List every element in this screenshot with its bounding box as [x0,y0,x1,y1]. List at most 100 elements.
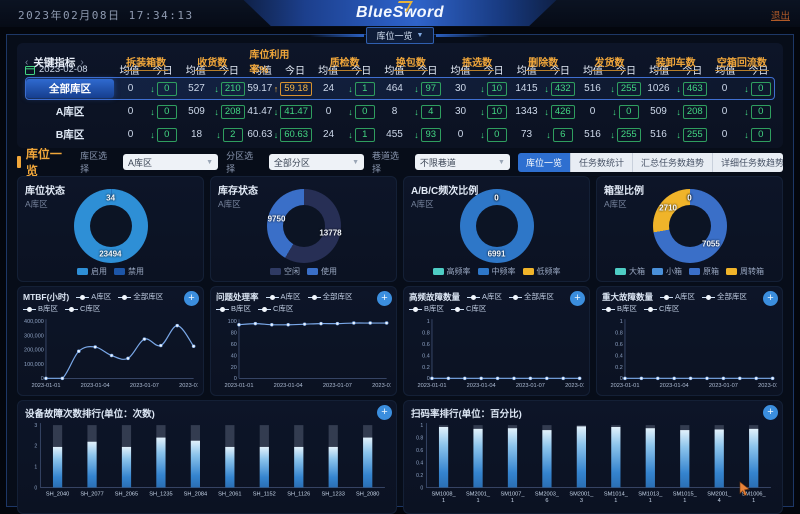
view-button-3[interactable]: 详细任务数趋势 [713,152,783,172]
bar-chart-svg: 1 0.8 0.6 0.4 0.2 0 SM1008_ 1 SM2001_ 1 SM1007_ 1 SM… [416,423,771,504]
bar-chart-row: 设备故障次数排行(单位：次数) 3 2 1 0 SH_2040 SH_2077 SH_2065… [17,400,783,514]
legend-item[interactable]: C库区 [644,303,679,315]
legend-item[interactable]: A库区 [76,291,111,303]
avg-value: 8 [391,106,398,117]
legend-item[interactable]: 全部库区 [118,291,163,303]
table-row-0[interactable]: 全部库区 0 ↓ 0 527 ↓ 210 59.17 ↑ 59.18 24 ↓ 1 464 ↓ 97 30 ↓ 10… [25,77,775,100]
table-row-2[interactable]: B库区 0 ↓ 0 18 ↓ 2 60.63 ↓ 60.63 24 ↓ 1 455 ↓ 93 0 ↓ 0 73 ↓ 6 51… [25,123,775,146]
svg-text:0: 0 [420,485,423,491]
column-header: 装卸车数 [652,54,700,71]
expand-button[interactable] [570,291,585,306]
legend-item[interactable]: 全部库区 [509,291,554,303]
avg-cell: 0 [708,82,741,96]
line-marker-icon [118,294,132,301]
expand-button[interactable] [763,291,778,306]
legend-item[interactable]: 启用 [77,266,107,277]
view-button-1[interactable]: 任务数统计 [570,152,633,172]
legend-item[interactable]: A库区 [660,291,695,303]
chevron-right-icon[interactable]: › [80,56,84,68]
filter-select-0[interactable]: A库区 ▼ [122,154,219,170]
legend-item[interactable]: 使用 [307,266,337,277]
tab-location-overview[interactable]: 库位一览 ▼ [365,26,435,44]
svg-text:0: 0 [41,376,44,382]
table-row-1[interactable]: A库区 0 ↓ 0 509 ↓ 208 41.47 ↓ 41.47 0 ↓ 0 8 ↓ 4 30 ↓ 10 1343 ↓… [25,100,775,123]
subheader-pair: 均值 今日 [444,62,510,77]
view-button-2[interactable]: 汇总任务数趋势 [632,152,713,172]
chart-title: 高频故障数量 [409,292,461,302]
today-cell: ↓ 41.47 [274,104,312,119]
chevron-down-icon: ▼ [352,158,360,166]
today-cell: ↓ 255 [609,81,642,96]
avg-cell: 1026 [642,82,675,96]
avg-value: 455 [386,129,403,140]
expand-button[interactable] [763,405,778,420]
bar-chart-area: 1 0.8 0.6 0.4 0.2 0 SM1008_ 1 SM2001_ 1 SM1007_ 1 SM… [411,420,775,508]
legend-label: B库区 [617,304,638,313]
donut-chart[interactable]: 13778 9750 [266,189,342,263]
filter-select-2[interactable]: 不限巷道 ▼ [414,154,510,170]
legend-item[interactable]: 原箱 [689,266,719,277]
logout-link[interactable]: 退出 [770,11,790,22]
line-chart-header: 重大故障数量 A库区 全部库区 B库区 C库区 [602,291,777,315]
legend-item[interactable]: 低频率 [522,266,561,277]
indicators-title-cell: ‹ 关键指标 › [25,55,113,70]
legend-item[interactable]: C库区 [258,303,293,315]
arrow-down-icon: ↓ [544,83,549,94]
metric-cell: 30 ↓ 10 [444,104,510,119]
legend-item[interactable]: 全部库区 [702,291,747,303]
today-cell: ↓ 2 [213,127,246,142]
legend-item[interactable]: 周转箱 [726,266,764,277]
legend-item[interactable]: 高频率 [432,266,471,277]
legend-item[interactable]: C库区 [65,303,100,315]
svg-text:SM1014_1: SM1014_ 1 [604,492,629,504]
chart-title: 扫码率排行(单位：百分比) [411,409,522,420]
line-marker-icon [76,294,90,301]
line-marker-icon [258,306,272,313]
legend-item[interactable]: 全部库区 [307,291,353,303]
avg-value: 18 [190,129,203,140]
svg-text:2023-01-10: 2023-01-10 [758,383,777,389]
date-value: 2023-02-08 [39,64,88,75]
avg-value: 1415 [515,83,538,94]
today-cell: ↓ 0 [477,127,510,142]
legend-item[interactable]: 大箱 [615,266,645,277]
legend-label: 中频率 [491,267,516,276]
today-value: 432 [550,81,575,96]
arrow-down-icon: ↓ [214,83,219,94]
legend-item[interactable]: B库区 [409,303,444,315]
legend-item[interactable]: A库区 [265,291,301,303]
legend-item[interactable]: 禁用 [114,266,144,277]
arrow-down-icon: ↓ [150,83,155,94]
legend-item[interactable]: B库区 [23,303,58,315]
expand-button[interactable] [377,405,392,420]
view-button-0[interactable]: 库位一览 [517,152,571,172]
logo-band: BlueSword [243,0,557,26]
legend-item[interactable]: 空闲 [270,266,300,277]
legend-item[interactable]: B库区 [602,303,637,315]
column-header: 拆装箱数 [122,54,170,71]
panel-title: 箱型比例 [604,186,644,197]
svg-text:0.8: 0.8 [422,331,430,337]
date-picker[interactable]: 2023-02-08 [25,64,113,75]
select-value: 不限巷道 [419,157,456,168]
svg-text:1: 1 [427,319,430,325]
metric-cell: 0 ↓ 0 [576,104,642,119]
donut-chart[interactable]: 34 23494 [73,189,148,263]
legend-item[interactable]: B库区 [216,303,251,315]
donut-chart[interactable]: 0 0 7055 2710 [652,189,727,263]
avg-value: 1026 [647,83,670,94]
expand-button[interactable] [377,291,392,306]
avg-value: 0 [721,129,728,140]
legend-item[interactable]: A库区 [467,291,502,303]
svg-text:0: 0 [234,376,237,382]
legend-item[interactable]: 小箱 [652,266,682,277]
legend-item[interactable]: 中频率 [477,266,516,277]
chevron-left-icon[interactable]: ‹ [25,56,29,68]
filter-select-1[interactable]: 全部分区 ▼ [268,154,365,170]
donut-chart[interactable]: 0 6991 0 [459,189,534,263]
expand-button[interactable] [184,291,199,306]
today-header: 今日 [152,66,173,77]
legend-item[interactable]: C库区 [451,303,486,315]
today-value: 210 [220,81,245,96]
today-value: 1 [354,81,375,96]
